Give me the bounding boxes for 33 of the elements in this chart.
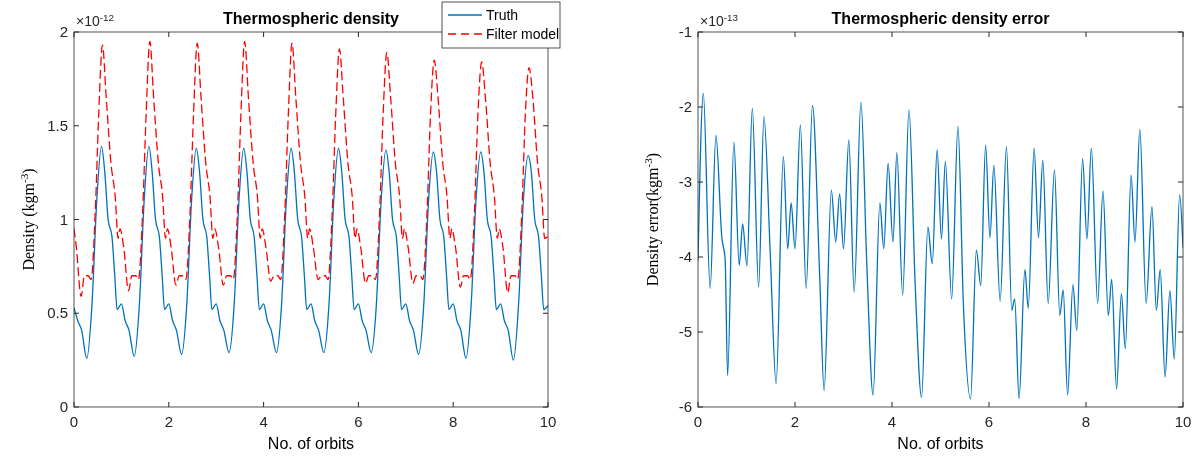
- y-tick-label: 1: [59, 210, 68, 228]
- y-tick-label: -6: [678, 398, 692, 415]
- x-tick-label: 4: [259, 413, 268, 430]
- y-tick-label: 2: [59, 23, 68, 40]
- y-tick-label: -3: [678, 173, 692, 190]
- x-tick-label: 10: [539, 413, 557, 430]
- x-tick-label: 4: [887, 413, 897, 430]
- x-tick-label: 8: [1081, 413, 1091, 430]
- legend-label: Truth: [486, 7, 519, 23]
- text: ×10$^{-13}$: [700, 11, 739, 29]
- line-series: [74, 145, 548, 361]
- chart-title: Thermospheric density: [222, 10, 400, 27]
- x-tick-label: 6: [354, 413, 363, 430]
- x-tick-label: 10: [1174, 413, 1192, 430]
- y-tick-label: -5: [678, 323, 692, 340]
- y-tick-label: 0: [59, 398, 68, 415]
- y-tick-label: 1.5: [47, 116, 68, 134]
- y-tick-label: -1: [678, 23, 692, 40]
- x-tick-label: 2: [790, 413, 800, 430]
- text: ×10$^{-12}$: [76, 11, 114, 29]
- x-tick-label: 0: [693, 413, 703, 430]
- x-tick-label: 2: [164, 413, 173, 430]
- y-tick-label: -4: [678, 248, 692, 265]
- x-axis-title: No. of orbits: [897, 435, 984, 452]
- x-tick-label: 8: [449, 413, 458, 430]
- line-series: [698, 92, 1183, 400]
- x-axis-title: No. of orbits: [267, 435, 355, 452]
- line-series: [74, 40, 548, 298]
- x-tick-label: 6: [984, 413, 994, 430]
- legend-label: Filter model: [486, 26, 560, 42]
- y-tick-label: -2: [678, 98, 692, 115]
- chart-title: Thermospheric density error: [831, 10, 1050, 27]
- y-tick-label: 0.5: [47, 304, 68, 322]
